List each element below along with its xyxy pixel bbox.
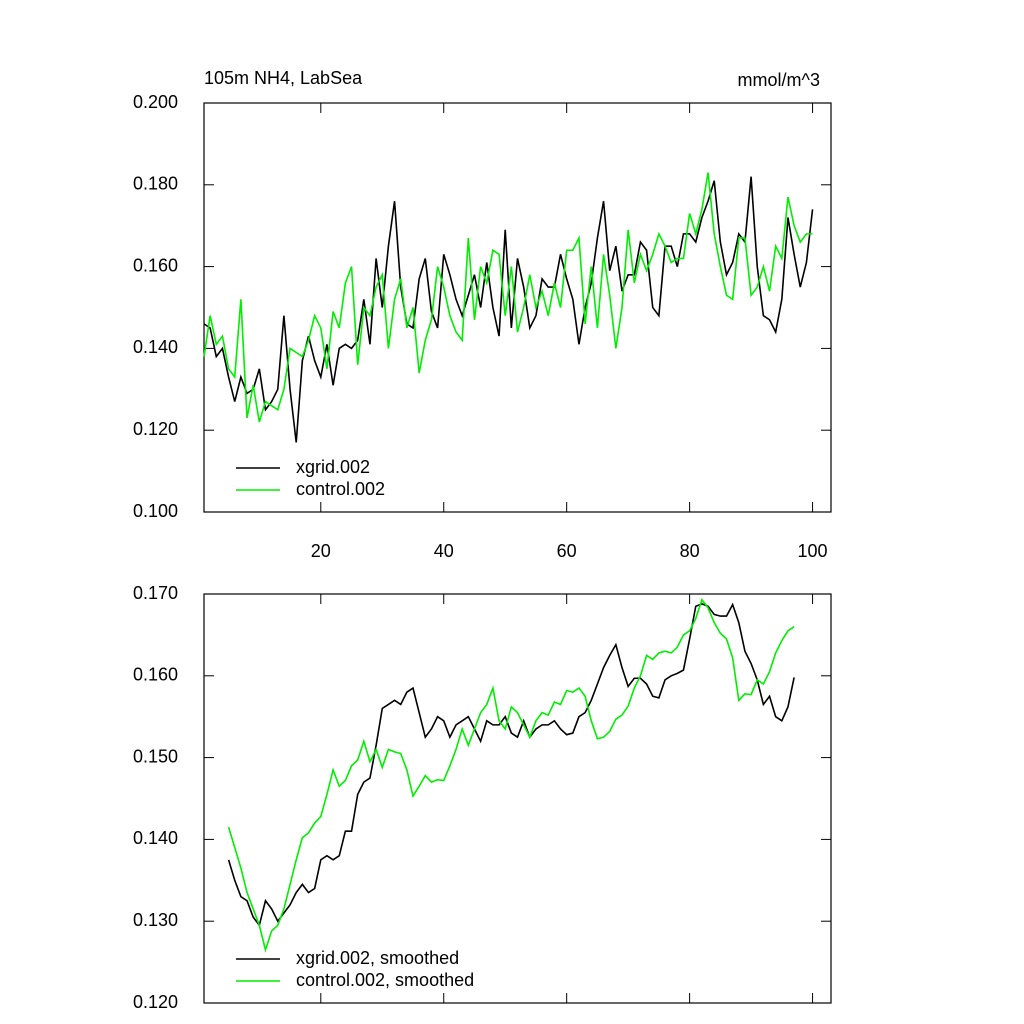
y-tick-label: 0.180 [133,174,178,194]
y-tick-label: 0.160 [133,665,178,685]
data-line [227,598,795,953]
plot-frame [203,593,832,1004]
plot-frame [203,102,832,513]
legend-label: control.002 [296,479,385,499]
legend-label: xgrid.002 [296,457,370,477]
data-line [227,602,795,928]
y-tick-label: 0.120 [133,419,178,439]
y-tick-label: 0.140 [133,828,178,848]
x-tick-label: 20 [311,541,331,561]
y-tick-label: 0.130 [133,910,178,930]
y-tick-label: 0.100 [133,501,178,521]
x-tick-label: 60 [557,541,577,561]
x-tick-label: 100 [798,541,828,561]
chart-units: mmol/m^3 [738,70,820,90]
x-tick-label: 40 [434,541,454,561]
x-tick-label: 80 [680,541,700,561]
data-line [203,176,814,443]
legend-label: control.002, smoothed [296,970,474,990]
y-tick-label: 0.170 [133,583,178,603]
y-tick-label: 0.160 [133,255,178,275]
y-tick-label: 0.140 [133,337,178,357]
y-tick-label: 0.150 [133,746,178,766]
data-line [203,172,813,423]
y-tick-label: 0.200 [133,92,178,112]
y-tick-label: 0.120 [133,992,178,1012]
legend-label: xgrid.002, smoothed [296,948,459,968]
chart-title: 105m NH4, LabSea [204,68,363,88]
